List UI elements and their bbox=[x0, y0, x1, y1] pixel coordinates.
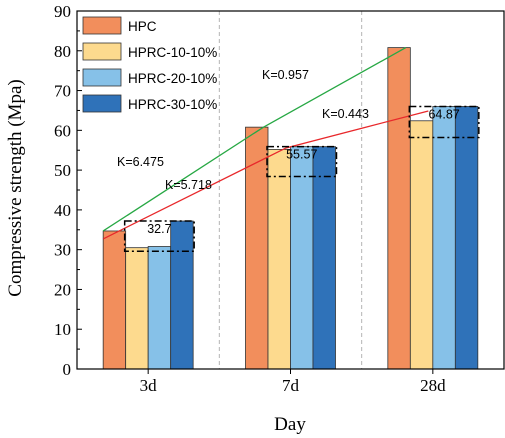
legend-label: HPRC-30-10% bbox=[128, 97, 217, 112]
y-tick-label: 70 bbox=[54, 82, 71, 101]
trend-lines bbox=[102, 47, 429, 240]
bar-7d-HPRC-10-10% bbox=[267, 149, 291, 370]
bar-28d-HPRC-10-10% bbox=[409, 120, 434, 370]
legend-label: HPC bbox=[128, 19, 157, 34]
x-axis-title: Day bbox=[274, 414, 306, 435]
legend: HPC HPRC-10-10% HPRC-20-10% HPRC-30-10% bbox=[82, 16, 217, 113]
legend-swatch bbox=[82, 16, 122, 35]
trend-line-1 bbox=[102, 47, 407, 232]
y-tick-label: 60 bbox=[54, 121, 71, 140]
y-tick-label: 90 bbox=[54, 2, 71, 21]
y-axis-title: Compressive strength (Mpa) bbox=[5, 79, 26, 296]
bar-3d-HPRC-30-10% bbox=[170, 220, 194, 370]
bar-28d-HPRC-20-10% bbox=[432, 106, 456, 370]
range-box-label-3d: 32.7 bbox=[147, 222, 171, 236]
y-tick-label: 40 bbox=[54, 201, 71, 220]
y-tick-label: 10 bbox=[54, 320, 71, 339]
k-annotation-2: K=5.718 bbox=[165, 178, 212, 192]
y-tick-label: 20 bbox=[54, 280, 71, 299]
y-tick-label: 30 bbox=[54, 241, 71, 260]
tick-marks: 0 10 20 30 40 50 60 70 80 90 3d 7d 28d bbox=[54, 2, 446, 395]
y-tick-label: 50 bbox=[54, 161, 71, 180]
range-box-3d bbox=[123, 220, 195, 253]
bar-3d-HPRC-20-10% bbox=[147, 246, 172, 370]
k-annotation-3: K=0.957 bbox=[262, 68, 309, 82]
legend-label: HPRC-20-10% bbox=[128, 71, 217, 86]
bar-3d-HPRC-10-10% bbox=[125, 247, 149, 370]
bar-marks bbox=[102, 47, 479, 370]
range-box-label-28d: 64.87 bbox=[428, 107, 459, 121]
range-box-28d bbox=[408, 105, 480, 139]
range-box-label-7d: 55.57 bbox=[286, 148, 317, 162]
x-tick-label: 28d bbox=[420, 376, 446, 395]
y-tick-label: 0 bbox=[63, 360, 72, 379]
range-box-7d bbox=[266, 145, 338, 178]
x-tick-label: 3d bbox=[140, 376, 158, 395]
group-separators bbox=[218, 11, 363, 369]
y-tick-label: 80 bbox=[54, 42, 71, 61]
trend-line-2 bbox=[102, 110, 429, 240]
bar-28d-HPRC-30-10% bbox=[454, 106, 479, 370]
bar-3d-HPC bbox=[102, 230, 127, 370]
bar-28d-HPC bbox=[387, 47, 411, 370]
x-tick-label: 7d bbox=[282, 376, 300, 395]
legend-label: HPRC-10-10% bbox=[128, 45, 217, 60]
bar-7d-HPRC-30-10% bbox=[312, 146, 336, 370]
legend-swatch bbox=[82, 42, 122, 61]
k-annotation-4: K=0.443 bbox=[322, 107, 369, 121]
k-annotation-1: K=6.475 bbox=[117, 155, 164, 169]
bar-7d-HPC bbox=[245, 126, 269, 370]
bar-7d-HPRC-20-10% bbox=[290, 146, 314, 370]
range-boxes: 32.7 55.57 64.87 bbox=[123, 105, 480, 253]
legend-swatch bbox=[82, 68, 122, 87]
legend-swatch bbox=[82, 94, 122, 113]
